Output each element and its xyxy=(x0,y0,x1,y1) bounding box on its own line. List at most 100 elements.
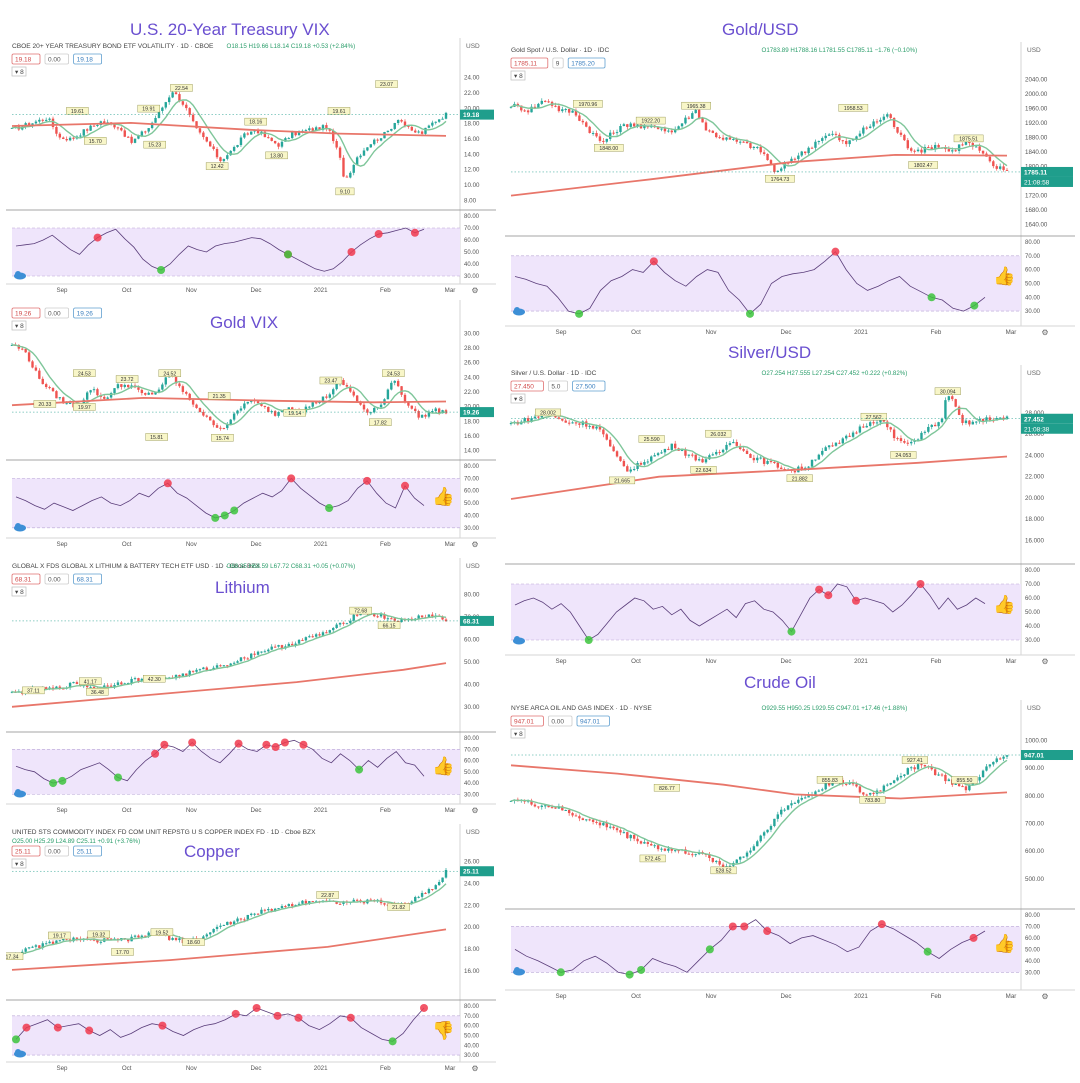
rsi-overbought-marker xyxy=(231,1009,240,1018)
candle-body xyxy=(58,397,62,399)
candle-body xyxy=(653,455,656,457)
candle-body xyxy=(817,140,821,142)
candle-body xyxy=(44,119,48,121)
moving-average-short xyxy=(510,103,1008,167)
chart-lithium: GLOBAL X FDS GLOBAL X LITHIUM & BATTERY … xyxy=(6,558,496,815)
candle-body xyxy=(420,892,424,897)
candle-body xyxy=(827,134,831,136)
price-callout-text: 15.23 xyxy=(148,143,161,149)
price-callout-box xyxy=(207,392,231,400)
candle-body xyxy=(776,462,780,468)
price-tick-label: 20.00 xyxy=(464,924,480,931)
currency-label: USD xyxy=(1027,370,1041,377)
candle-body xyxy=(232,413,236,420)
candle-body xyxy=(103,121,106,124)
candle-body xyxy=(335,383,338,390)
candle-body xyxy=(188,108,191,115)
price-callout: 783.80 xyxy=(859,795,886,804)
price-callout: 19.32 xyxy=(87,930,111,938)
rsi-overbought-marker xyxy=(93,233,102,242)
price-callout: 12.42 xyxy=(205,162,229,170)
price-callout-text: 17.34 xyxy=(6,954,19,960)
candle-body xyxy=(762,832,766,836)
candle-body xyxy=(985,766,988,771)
rsi-tick-label: 60.00 xyxy=(464,759,480,765)
candle-body xyxy=(711,130,715,133)
input-box-value: 5.0 xyxy=(551,384,560,391)
candle-body xyxy=(605,138,608,142)
candle-body xyxy=(123,130,126,137)
ma-length-box xyxy=(11,320,27,331)
candle-body xyxy=(280,410,284,413)
ma-length-label: ▾ 8 xyxy=(15,69,24,76)
candle-body xyxy=(359,900,362,902)
rsi-tick-label: 80.00 xyxy=(464,736,480,742)
input-box-value: 0.00 xyxy=(48,311,61,318)
candle-body xyxy=(636,462,639,469)
candle-body xyxy=(879,119,882,122)
price-tick-label: 40.00 xyxy=(464,681,480,688)
candle-body xyxy=(701,459,704,463)
rsi-tick-label: 60.00 xyxy=(1025,596,1041,602)
price-callout: 22.54 xyxy=(170,84,193,92)
thumbs-down-icon: 👎 xyxy=(432,1020,454,1040)
candle-body xyxy=(174,92,178,95)
candle-body xyxy=(848,140,851,145)
candle-body xyxy=(639,841,643,844)
price-callout: 21.882 xyxy=(786,474,813,482)
moving-average-long xyxy=(510,455,1008,500)
candle-body xyxy=(55,940,58,944)
candle-body xyxy=(728,865,732,867)
ma-length-box xyxy=(510,393,526,404)
candle-body xyxy=(284,906,287,908)
cloud-icon-puff xyxy=(514,967,520,973)
rsi-overbought-marker xyxy=(22,1023,31,1032)
candle-body xyxy=(951,150,954,152)
candle-body xyxy=(930,147,933,150)
time-tick-label: Nov xyxy=(186,1065,198,1072)
candle-body xyxy=(130,136,133,143)
candle-body xyxy=(622,832,626,834)
candle-body xyxy=(643,125,646,129)
rsi-tick-label: 40.00 xyxy=(464,781,480,787)
candle-body xyxy=(588,425,591,427)
input-box-value: 1785.11 xyxy=(514,61,537,68)
candle-body xyxy=(352,614,355,621)
candle-body xyxy=(862,792,865,795)
candle-body xyxy=(420,414,424,418)
chart-copper: UNITED STS COMMODITY INDEX FD COM UNIT R… xyxy=(0,824,496,1073)
candle-body xyxy=(44,384,48,388)
candle-body xyxy=(342,157,345,177)
candle-body xyxy=(660,128,663,130)
candle-body xyxy=(270,137,273,141)
price-callout-box xyxy=(765,175,795,183)
price-callout-box xyxy=(690,466,717,474)
cloud-icon-puff xyxy=(514,636,520,642)
price-callout-text: 20.33 xyxy=(38,402,51,408)
rsi-tick-label: 70.00 xyxy=(464,1014,480,1020)
moving-average-short xyxy=(510,759,1008,866)
rsi-tick-label: 50.00 xyxy=(1025,947,1041,953)
rsi-oversold-marker xyxy=(388,1037,397,1046)
candle-body xyxy=(715,451,718,455)
candle-body xyxy=(998,758,1002,760)
input-box-value: 9 xyxy=(556,61,560,68)
price-callout-box xyxy=(170,84,193,92)
candle-body xyxy=(243,657,246,659)
candle-body xyxy=(677,850,680,852)
moving-average-long xyxy=(11,396,447,407)
ma-length-label: ▾ 8 xyxy=(15,323,24,330)
time-tick-label: Dec xyxy=(250,287,261,294)
price-tick-label: 2040.00 xyxy=(1025,76,1048,83)
candle-body xyxy=(431,614,434,617)
rsi-oversold-marker xyxy=(556,968,565,977)
gear-icon: ⚙ xyxy=(471,806,478,815)
last-price-tag xyxy=(460,109,494,120)
input-box-0: 19.18 xyxy=(11,53,41,65)
price-callout: 15.74 xyxy=(211,433,234,442)
candle-body xyxy=(267,137,270,139)
candle-body xyxy=(578,115,581,121)
candle-body xyxy=(814,791,817,795)
candle-body xyxy=(188,670,191,676)
candle-body xyxy=(889,427,892,430)
